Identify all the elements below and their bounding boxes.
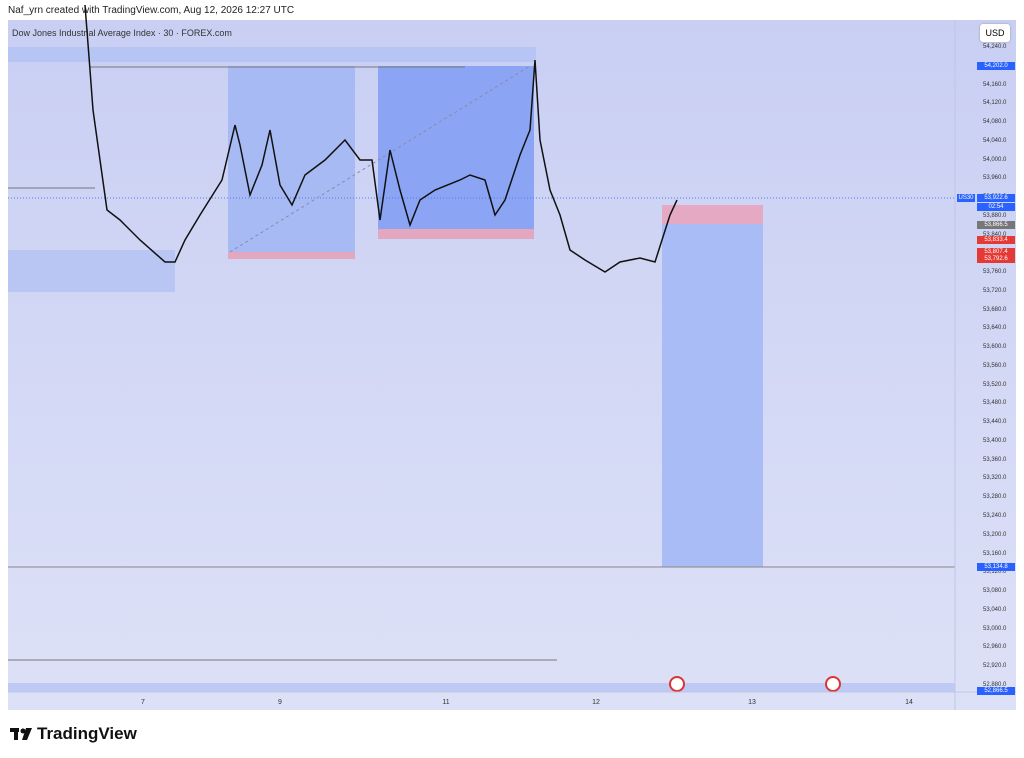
- price-label: 53,160.0: [983, 550, 1007, 557]
- price-label: 52,880.0: [983, 681, 1007, 688]
- symbol-tag: US30: [957, 194, 975, 202]
- price-label: 53,480.0: [983, 400, 1007, 407]
- price-label: 53,080.0: [983, 588, 1007, 595]
- brand: TradingView: [37, 724, 137, 743]
- price-tag: 53,833.4: [977, 236, 1015, 244]
- price-label: 53,280.0: [983, 494, 1007, 501]
- zone: [8, 683, 955, 692]
- symbol-title: Dow Jones Industrial Average Index · 30 …: [12, 28, 232, 38]
- price-label: 52,920.0: [983, 663, 1007, 670]
- price-label: 53,400.0: [983, 437, 1007, 444]
- price-label: 54,080.0: [983, 119, 1007, 126]
- price-label: 53,120.0: [983, 569, 1007, 576]
- time-label: 9: [278, 699, 282, 706]
- price-label: 53,320.0: [983, 475, 1007, 482]
- price-label: 53,680.0: [983, 306, 1007, 313]
- price-label: 52,960.0: [983, 644, 1007, 651]
- price-tag: 53,807.4: [977, 248, 1015, 256]
- price-label: 53,960.0: [983, 175, 1007, 182]
- time-label: 13: [748, 699, 756, 706]
- currency-button[interactable]: USD: [980, 24, 1010, 42]
- price-label: 54,240.0: [983, 44, 1007, 50]
- zone: [8, 47, 536, 62]
- price-label: 53,840.0: [983, 231, 1007, 238]
- stop-zone: [662, 205, 763, 224]
- price-label: 53,880.0: [983, 212, 1007, 219]
- price-label: 53,640.0: [983, 325, 1007, 332]
- price-label: 53,760.0: [983, 269, 1007, 276]
- price-tag: 53,792.6: [977, 255, 1015, 263]
- price-path: [84, 4, 678, 273]
- price-label: 53,560.0: [983, 362, 1007, 369]
- zone: [8, 250, 175, 292]
- logo-mark: [10, 728, 32, 740]
- time-label: 12: [592, 699, 600, 706]
- price-label: 53,520.0: [983, 381, 1007, 388]
- price-tag: 53,134.8: [977, 563, 1015, 571]
- box-red: [378, 229, 534, 239]
- box-red: [228, 252, 355, 259]
- price-label: 54,120.0: [983, 100, 1007, 107]
- event-icon[interactable]: [825, 676, 841, 692]
- event-icon[interactable]: [669, 676, 685, 692]
- price-label: 54,160.0: [983, 81, 1007, 88]
- price-label: 53,240.0: [983, 513, 1007, 519]
- time-label: 11: [442, 699, 450, 706]
- time-label: 7: [141, 699, 145, 706]
- time-label: 14: [905, 699, 913, 706]
- price-label: 53,000.0: [983, 625, 1007, 632]
- price-label: 53,040.0: [983, 606, 1007, 613]
- price-label: 53,200.0: [983, 531, 1007, 538]
- caption: Naf_yrn created with TradingView.com, Au…: [8, 5, 295, 16]
- trend-line: [229, 65, 531, 253]
- price-tag: 53,866.5: [977, 221, 1015, 229]
- price-tag: 54,202.0: [977, 62, 1015, 70]
- price-tag: 53,922.6: [977, 194, 1015, 202]
- price-label: 53,360.0: [983, 456, 1007, 463]
- box: [228, 66, 355, 253]
- price-label: 53,600.0: [983, 344, 1007, 351]
- price-tag: 52,866.5: [977, 687, 1015, 695]
- price-label: 53,440.0: [983, 419, 1007, 426]
- price-label: 54,000.0: [983, 156, 1007, 163]
- price-label: 53,720.0: [983, 287, 1007, 294]
- target-zone: [662, 224, 763, 567]
- countdown-tag: 02:54: [977, 203, 1015, 211]
- price-label: 54,040.0: [983, 137, 1007, 144]
